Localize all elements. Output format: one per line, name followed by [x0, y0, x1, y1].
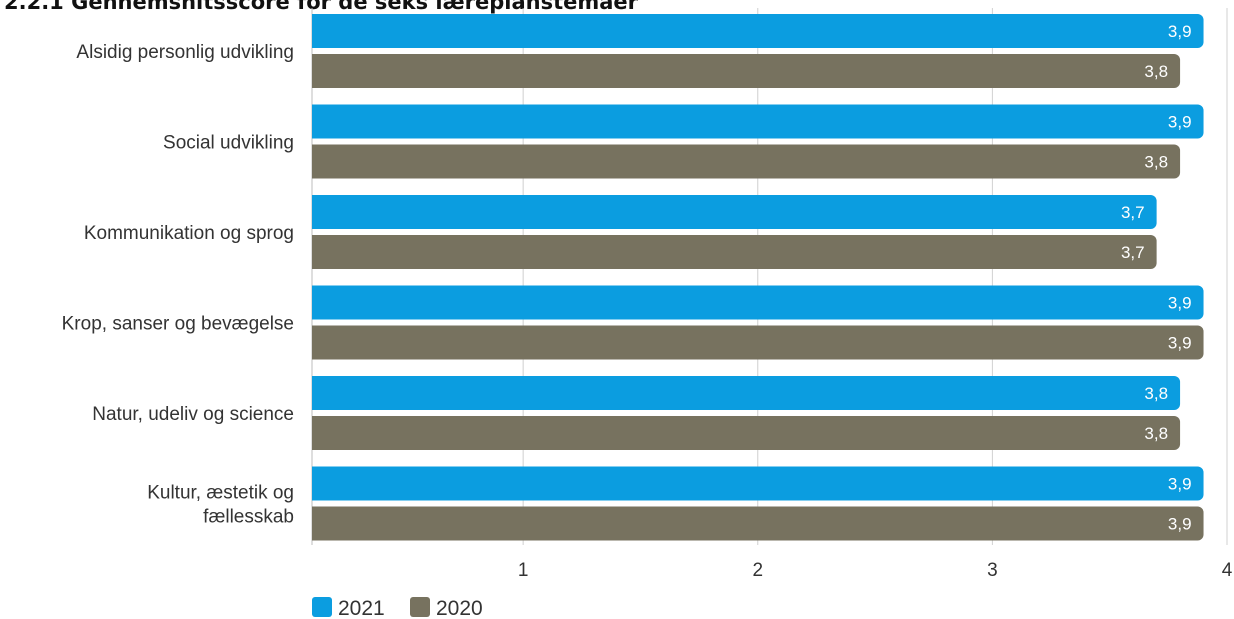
bar-2020	[312, 54, 1181, 88]
bar-2020-square-edge	[312, 416, 319, 450]
category-label: Kultur, æstetik og	[147, 483, 294, 504]
bar-2020	[312, 416, 1181, 450]
bar-2020	[312, 235, 1157, 269]
legend-swatch-2021	[312, 597, 332, 617]
x-axis-ticks: 1 2 3 4	[518, 560, 1233, 581]
legend-label-2021: 2021	[338, 597, 385, 619]
bar-2020-square-edge	[312, 325, 319, 360]
bar-2021	[312, 376, 1181, 410]
bar-2021	[312, 285, 1204, 320]
category-label: Alsidig personlig udvikling	[76, 42, 294, 63]
bar-2021-square-edge	[312, 376, 319, 410]
gridlines	[311, 8, 1228, 545]
bar-2021	[312, 104, 1204, 139]
bar-2020	[312, 144, 1181, 179]
bar-2021	[312, 466, 1204, 501]
legend-swatch-2020	[410, 597, 430, 617]
category-labels: Alsidig personlig udvikling Social udvikl…	[62, 42, 294, 528]
x-tick-label: 3	[987, 560, 998, 581]
legend-label-2020: 2020	[436, 597, 483, 619]
bar-2020-square-edge	[312, 144, 319, 179]
bar-value-label: 3,8	[1144, 424, 1168, 443]
bar-value-label: 3,9	[1168, 113, 1192, 132]
category-label: Krop, sanser og bevægelse	[62, 314, 294, 335]
bar-value-label: 3,9	[1168, 294, 1192, 313]
bar-2021-square-edge	[312, 195, 319, 229]
bar-value-label: 3,8	[1144, 62, 1168, 81]
bar-2021-square-edge	[312, 466, 319, 501]
category-label: Natur, udeliv og science	[92, 404, 294, 425]
bar-value-label: 3,8	[1144, 384, 1168, 403]
bar-2020	[312, 506, 1204, 541]
bar-2021-square-edge	[312, 104, 319, 139]
bar-value-label: 3,9	[1168, 22, 1192, 41]
bar-2020	[312, 325, 1204, 360]
x-tick-label: 2	[752, 560, 763, 581]
category-label: fællesskab	[203, 507, 294, 528]
bar-2020-square-edge	[312, 54, 319, 88]
bar-value-label: 3,9	[1168, 475, 1192, 494]
legend: 2021 2020	[312, 597, 483, 619]
bar-value-label: 3,7	[1121, 203, 1145, 222]
bar-2021	[312, 14, 1204, 48]
bar-2020-square-edge	[312, 235, 319, 269]
bar-2021	[312, 195, 1157, 229]
x-tick-label: 4	[1222, 560, 1233, 581]
bar-2021-square-edge	[312, 14, 319, 48]
bar-value-label: 3,9	[1168, 334, 1192, 353]
chart-title: 2.2.1 Gennemsnitsscore for de seks lærep…	[4, 0, 638, 14]
bar-value-label: 3,9	[1168, 515, 1192, 534]
bar-2021-square-edge	[312, 285, 319, 320]
bar-2020-square-edge	[312, 506, 319, 541]
category-label: Kommunikation og sprog	[84, 223, 294, 244]
bar-value-label: 3,7	[1121, 243, 1145, 262]
bar-value-label: 3,8	[1144, 153, 1168, 172]
bars: 3,9 3,8 3,9 3,8 3,7 3,7 3,9 3,9 3,8 3,8 3,9 3,9	[312, 14, 1204, 541]
x-tick-label: 1	[518, 560, 529, 581]
category-label: Social udvikling	[163, 133, 294, 154]
